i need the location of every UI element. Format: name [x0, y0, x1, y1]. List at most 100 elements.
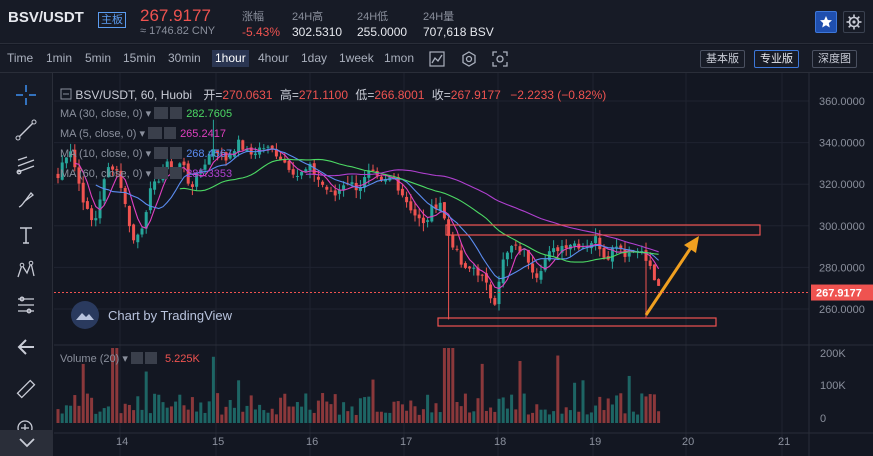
interval-1week[interactable]: 1week [339, 51, 374, 65]
pair-name[interactable]: BSV/USDT [8, 9, 84, 26]
candle-body [652, 264, 656, 281]
interval-time[interactable]: Time [7, 51, 34, 65]
volume-bar [539, 409, 543, 423]
volume-bar [564, 407, 568, 423]
candle-body [329, 190, 333, 192]
ma-settings-icon[interactable] [154, 107, 169, 119]
high-label: 高= [279, 88, 299, 102]
volume-bar [77, 405, 81, 423]
text-tool[interactable] [12, 221, 40, 249]
ma-30-label: MA (30, close, 0) [60, 108, 143, 120]
interval-5min[interactable]: 5min [85, 51, 112, 65]
interval-1min[interactable]: 1min [46, 51, 73, 65]
ma-close-icon[interactable] [170, 107, 183, 119]
version-basic[interactable]: 基本版 [700, 50, 745, 68]
volume-bar [85, 393, 89, 423]
ma-10-value: 268.4567 [186, 148, 233, 160]
volume-bar [342, 402, 346, 423]
candle-body [484, 273, 488, 283]
volume-bar [350, 406, 354, 423]
ma-30-value: 282.7605 [186, 108, 233, 120]
volume-bar [447, 348, 451, 423]
pattern-tool[interactable] [12, 256, 40, 284]
drawing-toolbar [0, 73, 53, 456]
volume-bar [413, 406, 417, 423]
candle-body [573, 243, 577, 247]
volume-bar [636, 414, 640, 423]
crosshair-tool[interactable] [12, 81, 40, 109]
version-depth[interactable]: 深度图 [812, 50, 857, 68]
candle-body [85, 201, 89, 209]
candle-body [480, 274, 484, 276]
tradingview-watermark[interactable]: Chart by TradingView [70, 300, 232, 330]
volume-bar [455, 401, 459, 423]
ma-settings-icon[interactable] [154, 167, 169, 179]
ma-settings-icon[interactable] [154, 147, 169, 159]
candle-body [140, 228, 144, 235]
collapse-tools-button[interactable] [0, 430, 53, 456]
interval-4hour[interactable]: 4hour [258, 51, 289, 65]
chart-style-button[interactable] [427, 50, 447, 68]
volume-settings-icon[interactable] [130, 352, 143, 364]
candle-body [182, 161, 186, 166]
volume-bar [619, 393, 623, 423]
settings-button[interactable] [843, 11, 865, 33]
ma-60-legend[interactable]: MA (60, close, 0) ▾ 285.3353 [60, 167, 233, 180]
volume-bar [585, 414, 589, 423]
arrow-left-icon [17, 339, 34, 355]
brush-tool[interactable] [12, 186, 40, 214]
ma-close-icon[interactable] [170, 147, 183, 159]
candle-body [564, 245, 568, 249]
candle-body [623, 249, 627, 257]
candle-body [308, 163, 312, 171]
time-tick-label: 21 [778, 436, 790, 448]
candle-body [543, 259, 547, 271]
candle-body [69, 151, 73, 158]
price-tick-label: 360.0000 [819, 96, 865, 108]
interval-1hour[interactable]: 1hour [212, 50, 249, 67]
ruler-tool[interactable] [12, 375, 40, 403]
version-pro[interactable]: 专业版 [754, 50, 799, 68]
candle-body [358, 186, 362, 191]
star-icon [820, 16, 832, 28]
ma-10-legend[interactable]: MA (10, close, 0) ▾ 268.4567 [60, 147, 233, 160]
candle-body [396, 177, 400, 191]
fib-tool[interactable] [12, 151, 40, 179]
back-tool[interactable] [12, 333, 40, 361]
volume-bar [354, 414, 358, 423]
ma-5-legend[interactable]: MA (5, close, 0) ▾ 265.2417 [60, 127, 226, 140]
candle-body [127, 205, 131, 227]
candle-body [451, 234, 455, 248]
volume-bar [652, 394, 656, 423]
text-icon [20, 227, 32, 244]
interval-1mon[interactable]: 1mon [384, 51, 415, 65]
ma-close-icon[interactable] [164, 127, 177, 139]
volume-close-icon[interactable] [144, 352, 157, 364]
volume-legend[interactable]: Volume (20) ▾ 5.225K [60, 352, 200, 365]
volume-bar [442, 348, 446, 423]
trend-line-tool[interactable] [12, 116, 40, 144]
favorite-button[interactable] [815, 11, 837, 33]
interval-30min[interactable]: 30min [168, 51, 201, 65]
candle-body [648, 260, 652, 266]
collapse-icon[interactable] [60, 88, 72, 100]
candle-body [535, 273, 539, 278]
candle-body [274, 149, 278, 157]
snapshot-button[interactable] [490, 50, 510, 68]
volume-bar [182, 405, 186, 423]
interval-1day[interactable]: 1day [301, 51, 328, 65]
indicator-button[interactable] [459, 50, 479, 68]
volume-bar [480, 363, 484, 423]
volume-bar [106, 406, 110, 423]
candle-body [300, 171, 304, 176]
volume-bar [237, 380, 241, 423]
candle-body [447, 219, 451, 236]
ma-30-legend[interactable]: MA (30, close, 0) ▾ 282.7605 [60, 107, 233, 120]
volume-bar [589, 412, 593, 423]
ma-settings-icon[interactable] [148, 127, 163, 139]
ma-close-icon[interactable] [170, 167, 183, 179]
prediction-tool[interactable] [12, 291, 40, 319]
candle-body [144, 212, 148, 229]
interval-15min[interactable]: 15min [123, 51, 156, 65]
candle-body [115, 169, 119, 171]
